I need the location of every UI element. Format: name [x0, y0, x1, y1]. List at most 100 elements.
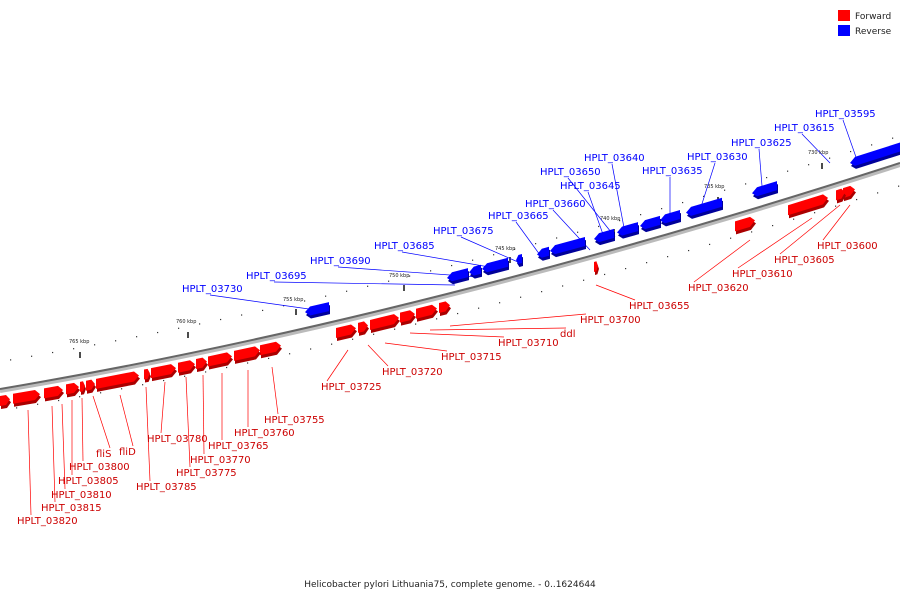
gene-HPLT_03810[interactable]: [44, 385, 64, 402]
leader-line: [27, 409, 32, 516]
gene-arrow-body: [151, 364, 176, 379]
minor-dot: [493, 254, 495, 256]
gene-HPLT_03610[interactable]: [788, 194, 829, 219]
gene-arrow-body: [447, 268, 468, 282]
legend-forward-label: Forward: [855, 12, 891, 22]
gene-HPLT_03815[interactable]: [13, 389, 41, 407]
gene-HPLT_03760[interactable]: [234, 346, 261, 364]
leader-line: [801, 133, 831, 164]
minor-dot: [556, 237, 558, 239]
minor-dot: [640, 214, 642, 216]
minor-dot: [898, 185, 900, 187]
gene-fliD[interactable]: [96, 371, 140, 392]
gene-ddl[interactable]: [416, 304, 438, 322]
leader-line: [81, 397, 84, 462]
gene-arrow-body: [234, 346, 260, 361]
gene-HPLT_03605[interactable]: [836, 188, 846, 204]
gene-label-reverse: HPLT_03695: [246, 271, 307, 282]
gene-arrow-body: [13, 389, 40, 404]
gene-arrow-body: [416, 304, 437, 319]
leader-line: [51, 405, 56, 503]
gene-HPLT_03770[interactable]: [196, 357, 208, 372]
gene-HPLT_03720[interactable]: [358, 321, 369, 336]
leader-line: [699, 162, 716, 211]
gene-HPLT_03785[interactable]: [144, 368, 151, 383]
leader-line: [145, 386, 151, 482]
gene-HPLT_03645[interactable]: [594, 228, 615, 246]
gene-arrow-body: [208, 352, 232, 367]
minor-dot: [247, 362, 249, 364]
gene-arrow-body: [144, 368, 150, 380]
gene-HPLT_03665[interactable]: [537, 246, 550, 261]
gene-label-reverse: HPLT_03635: [642, 166, 703, 177]
minor-dot: [856, 198, 858, 201]
gene-label-forward: HPLT_03720: [382, 367, 443, 378]
gene-HPLT_03765[interactable]: [208, 352, 233, 370]
gene-HPLT_03635[interactable]: [640, 215, 661, 233]
minor-dot: [892, 137, 894, 139]
gene-label-forward: HPLT_03725: [321, 382, 382, 393]
minor-dot: [625, 267, 627, 270]
minor-dot: [331, 343, 333, 345]
leader-line: [567, 177, 616, 238]
minor-dot: [703, 195, 705, 198]
gene-HPLT_03715[interactable]: [370, 314, 400, 333]
gene-HPLT_03700[interactable]: [439, 301, 451, 316]
gene-label-reverse: HPLT_03675: [433, 226, 494, 237]
gene-arrow-body: [686, 197, 722, 216]
leader-line: [587, 191, 606, 241]
minor-dot: [100, 392, 102, 394]
gene-HPLT_03660[interactable]: [550, 236, 586, 258]
gene-label-reverse: HPLT_03640: [584, 153, 645, 164]
gene-HPLT_03600[interactable]: [843, 185, 856, 202]
minor-dot: [37, 403, 39, 405]
gene-arrow-body: [660, 210, 680, 224]
minor-dot: [262, 309, 264, 312]
minor-dot: [373, 333, 375, 335]
gene-HPLT_03805[interactable]: [66, 382, 80, 398]
minor-dot: [793, 218, 795, 220]
gene-label-forward: HPLT_03610: [732, 269, 793, 280]
gene-label-forward: HPLT_03620: [688, 283, 749, 294]
label-leaders: [27, 119, 858, 516]
gene-HPLT_03780[interactable]: [151, 364, 177, 382]
gene-HPLT_03800[interactable]: [80, 381, 86, 395]
legend-forward-swatch: [838, 10, 850, 21]
gene-HPLT_03675[interactable]: [516, 254, 523, 267]
minor-dot: [226, 366, 228, 369]
gene-HPLT_03730[interactable]: [305, 302, 330, 319]
gene-HPLT_03655[interactable]: [594, 261, 599, 275]
gene-label-forward: HPLT_03765: [208, 441, 269, 452]
gene-HPLT_03620[interactable]: [735, 216, 756, 235]
gene-HPLT_03640[interactable]: [617, 222, 639, 239]
leader-line: [737, 217, 813, 269]
minor-dot: [646, 262, 648, 264]
gene-label-reverse: HPLT_03665: [488, 211, 549, 222]
gene-HPLT_03725[interactable]: [336, 324, 357, 342]
gene-HPLT_03695[interactable]: [447, 268, 469, 285]
gene-label-forward: HPLT_03785: [136, 482, 197, 493]
gene-arrow-body: [594, 261, 598, 272]
gene-HPLT_03775[interactable]: [178, 360, 196, 376]
gene-HPLT_03615[interactable]: [752, 181, 778, 200]
gene-arrow-body: [400, 310, 415, 323]
gene-label-reverse: HPLT_03645: [560, 181, 621, 192]
minor-dot: [541, 291, 543, 293]
gene-fliS[interactable]: [86, 379, 96, 394]
gene-HPLT_03625[interactable]: [686, 197, 723, 219]
gene-HPLT_03710[interactable]: [400, 310, 416, 326]
gene-label-forward: HPLT_03805: [58, 476, 119, 487]
gene-label-reverse: HPLT_03650: [540, 167, 601, 178]
gene-HPLT_03685[interactable]: [482, 257, 509, 276]
gene-HPLT_03595[interactable]: [850, 142, 900, 169]
gene-HPLT_03630[interactable]: [660, 210, 681, 227]
gene-label-reverse: HPLT_03730: [182, 284, 243, 295]
gene-HPLT_03755[interactable]: [260, 341, 282, 359]
gene-label-forward: HPLT_03770: [190, 455, 251, 466]
minor-dot: [178, 327, 180, 329]
gene-HPLT_03690[interactable]: [469, 264, 482, 279]
leader-line: [693, 239, 751, 283]
gene-HPLT_03820[interactable]: [0, 394, 11, 409]
minor-dot: [388, 280, 390, 282]
leader-line: [449, 313, 587, 327]
